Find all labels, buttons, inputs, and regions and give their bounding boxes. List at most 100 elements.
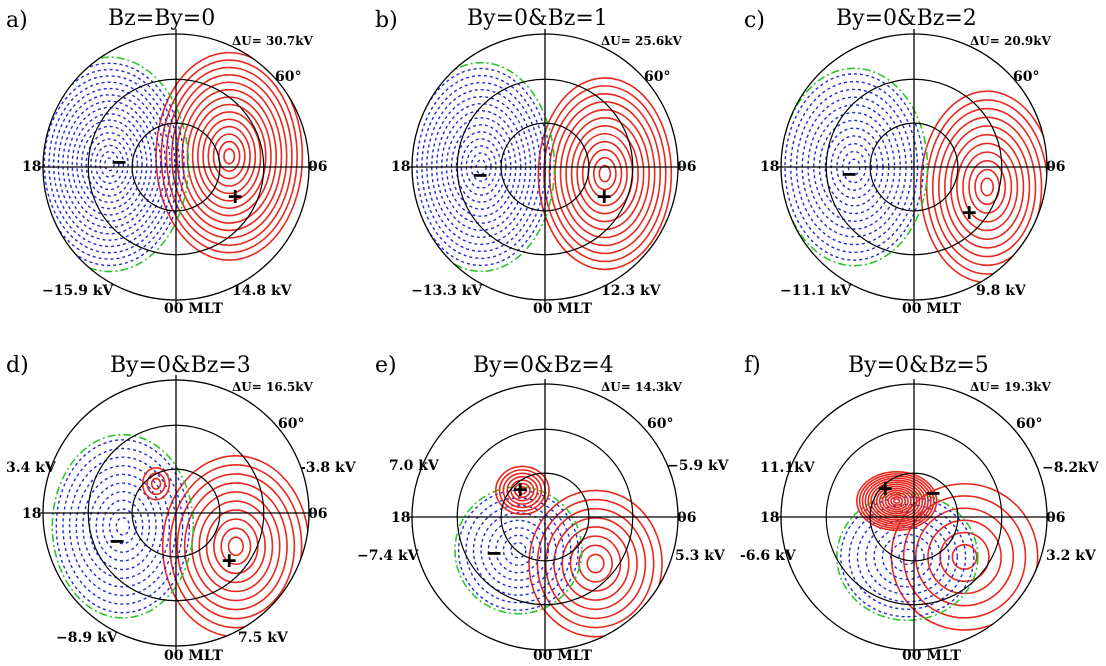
positive-contour: [581, 140, 628, 207]
positive-contour: [165, 66, 293, 247]
positive-contour: [927, 519, 1002, 595]
positive-contour: [858, 473, 935, 530]
positive-contour: [937, 116, 1037, 258]
panel-letter: e): [375, 353, 397, 378]
polar-plot-b: [407, 29, 683, 305]
positive-contour: [864, 477, 929, 525]
max-potential-label: 14.8 kV: [232, 283, 292, 299]
negative-contour: [75, 465, 171, 588]
contour-group: [781, 67, 1047, 284]
positive-contour: [537, 77, 673, 271]
latitude-label: 60°: [275, 69, 302, 85]
mlt-18-label: 18: [760, 510, 780, 526]
negative-contour: [865, 518, 950, 596]
positive-contour: [176, 473, 296, 620]
positive-cell-marker: +: [222, 546, 237, 574]
negative-contour: [104, 157, 115, 172]
positive-contour: [875, 485, 918, 517]
positive-contour: [160, 59, 298, 254]
negative-contour: [495, 527, 542, 574]
mlt-18-label: 18: [391, 159, 411, 175]
positive-contour: [207, 125, 251, 187]
min-potential-label: −8.9 kV: [56, 630, 118, 646]
positive-contour: [223, 148, 236, 165]
positive-contour: [559, 109, 650, 239]
positive-contour: [227, 536, 244, 557]
positive-contour: [183, 482, 288, 611]
panel-title: By=0&Bz=4: [473, 353, 614, 378]
positive-contour: [569, 535, 622, 592]
right-potential-label: -3.8 kV: [300, 460, 356, 476]
positive-contour: [944, 125, 1031, 249]
positive-contour: [914, 507, 1015, 607]
positive-contour: [169, 464, 303, 629]
mlt-00-label: 00 MLT: [902, 648, 961, 664]
min-potential-label: -6.6 kV: [740, 548, 796, 564]
negative-cell-marker: −: [842, 160, 857, 188]
positive-contour: [980, 177, 994, 197]
negative-contour: [55, 439, 191, 614]
negative-contour: [62, 100, 157, 229]
positive-contour: [197, 111, 262, 202]
contour-group: [43, 51, 304, 273]
positive-contour: [554, 101, 656, 247]
positive-contour: [513, 482, 531, 499]
negative-contour: [487, 519, 550, 581]
delta-u-label: ΔU= 25.6kV: [601, 34, 682, 48]
positive-contour: [956, 142, 1019, 232]
mlt-00-label: 00 MLT: [164, 648, 223, 664]
negative-cell-marker: −: [110, 527, 125, 555]
negative-contour: [80, 125, 139, 203]
latitude-label: 60°: [1016, 416, 1043, 432]
polar-plot-d: [38, 375, 314, 651]
panel-a: a) Bz=By=0 ΔU= 30.7kV 60° 18 06 00 MLT −…: [0, 0, 368, 333]
polar-plot-c: [776, 29, 1052, 305]
max-potential-label: 9.8 kV: [976, 283, 1026, 299]
positive-contour: [176, 81, 283, 232]
mlt-18-label: 18: [391, 510, 411, 526]
negative-contour: [82, 473, 164, 579]
panel-letter: b): [375, 8, 398, 33]
negative-contour: [66, 106, 153, 222]
panel-title: By=0&Bz=3: [110, 353, 251, 378]
panel-title: Bz=By=0: [108, 6, 216, 31]
panel-letter: d): [6, 353, 29, 378]
negative-contour: [62, 447, 184, 605]
negative-contour: [465, 497, 572, 604]
negative-contour: [457, 489, 579, 611]
positive-contour: [517, 486, 527, 495]
positive-contour: [202, 118, 257, 195]
positive-contour: [939, 531, 990, 583]
positive-contour: [502, 472, 543, 509]
positive-contour: [867, 479, 927, 523]
positive-contour: [548, 93, 662, 255]
boundary-contour: [454, 486, 583, 615]
positive-contour: [205, 509, 266, 584]
boundary-contour: [43, 56, 190, 273]
positive-contour: [931, 107, 1043, 267]
positive-contour: [592, 156, 617, 191]
polar-plot-e: [407, 379, 683, 655]
positive-contour: [198, 500, 274, 593]
positive-contour: [873, 483, 921, 519]
positive-contour: [150, 477, 162, 490]
positive-contour: [578, 544, 613, 583]
max-potential-label: 12.3 kV: [601, 283, 661, 299]
positive-contour: [543, 85, 667, 263]
positive-contour: [146, 472, 166, 496]
positive-contour: [212, 133, 246, 180]
negative-contour: [898, 548, 917, 566]
positive-cell-marker: +: [878, 474, 893, 502]
panel-title: By=0&Bz=5: [848, 353, 989, 378]
positive-contour: [893, 498, 901, 504]
delta-u-label: ΔU= 30.7kV: [232, 34, 313, 48]
positive-contour: [598, 164, 612, 183]
positive-contour: [553, 517, 638, 611]
positive-cell-marker: +: [962, 198, 977, 226]
negative-contour: [76, 119, 143, 210]
positive-contour: [856, 470, 938, 532]
mlt-06-label: 06: [1046, 159, 1066, 175]
mlt-06-label: 06: [308, 159, 328, 175]
right-potential-label: −8.2kV: [1042, 460, 1099, 476]
contour-group: [454, 465, 663, 638]
